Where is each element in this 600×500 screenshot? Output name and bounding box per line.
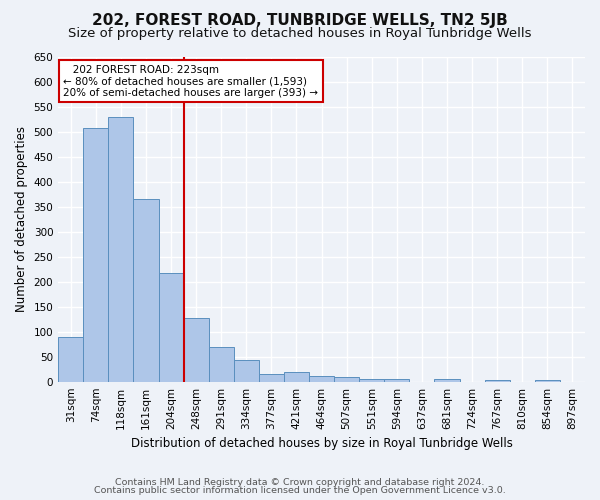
Bar [83, 128, 109, 382]
Bar [133, 199, 158, 382]
Bar [109, 116, 133, 382]
Bar [234, 360, 259, 382]
Bar [309, 376, 334, 382]
Y-axis label: Number of detached properties: Number of detached properties [15, 126, 28, 312]
Bar [334, 376, 359, 382]
X-axis label: Distribution of detached houses by size in Royal Tunbridge Wells: Distribution of detached houses by size … [131, 437, 512, 450]
Bar [209, 346, 234, 382]
Text: Size of property relative to detached houses in Royal Tunbridge Wells: Size of property relative to detached ho… [68, 26, 532, 40]
Text: 202 FOREST ROAD: 223sqm
← 80% of detached houses are smaller (1,593)
20% of semi: 202 FOREST ROAD: 223sqm ← 80% of detache… [64, 64, 319, 98]
Bar [535, 380, 560, 382]
Text: Contains public sector information licensed under the Open Government Licence v3: Contains public sector information licen… [94, 486, 506, 495]
Bar [485, 380, 510, 382]
Bar [359, 378, 385, 382]
Bar [284, 372, 309, 382]
Bar [184, 318, 209, 382]
Bar [259, 374, 284, 382]
Bar [434, 379, 460, 382]
Bar [158, 272, 184, 382]
Bar [385, 379, 409, 382]
Text: 202, FOREST ROAD, TUNBRIDGE WELLS, TN2 5JB: 202, FOREST ROAD, TUNBRIDGE WELLS, TN2 5… [92, 12, 508, 28]
Bar [58, 336, 83, 382]
Text: Contains HM Land Registry data © Crown copyright and database right 2024.: Contains HM Land Registry data © Crown c… [115, 478, 485, 487]
